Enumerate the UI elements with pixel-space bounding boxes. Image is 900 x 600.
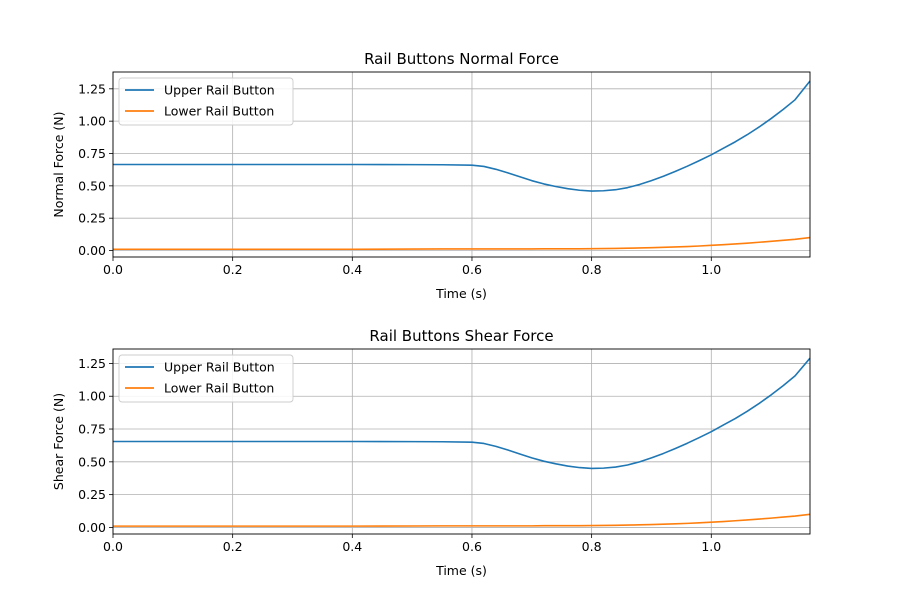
y-tick-label: 1.25: [78, 81, 106, 96]
chart-title: Rail Buttons Shear Force: [369, 327, 553, 345]
x-tick-label: 0.4: [342, 539, 362, 554]
x-tick-label: 0.2: [223, 539, 243, 554]
x-tick-label: 1.0: [701, 539, 721, 554]
legend: Upper Rail Button Lower Rail Button: [118, 77, 294, 126]
chart-title: Rail Buttons Normal Force: [364, 50, 559, 68]
x-tick-label: 0.2: [223, 262, 243, 277]
series-line-1: [113, 513, 811, 527]
y-tick-label: 0.25: [78, 211, 106, 226]
x-tick-label: 0.6: [462, 262, 482, 277]
y-tick-label: 0.75: [78, 422, 106, 437]
legend-box: [118, 354, 294, 403]
y-tick-label: 0.25: [78, 487, 106, 502]
y-tick-label: 0.00: [78, 520, 106, 535]
x-tick-label: 0.0: [103, 539, 123, 554]
chart-panel-1: 0.0 0.2 0.4 0.6 0.8 1.0 0.00 0.25 0.50 0.75 1.00 1.…: [51, 327, 811, 578]
x-axis-label: Time (s): [435, 286, 487, 301]
x-tick-label: 0.4: [342, 262, 362, 277]
legend-label-1: Lower Rail Button: [164, 104, 274, 119]
legend-label-0: Upper Rail Button: [164, 83, 275, 98]
axes-frame: [112, 71, 811, 258]
x-tick-label: 0.8: [582, 262, 602, 277]
y-tick-label: 1.00: [78, 114, 106, 129]
series-line-1: [113, 236, 811, 251]
series-line-0: [113, 80, 811, 192]
legend-label-1: Lower Rail Button: [164, 381, 274, 396]
x-tick-label: 0.6: [462, 539, 482, 554]
y-tick-label: 1.00: [78, 389, 106, 404]
y-tick-label: 1.25: [78, 356, 106, 371]
x-axis-label: Time (s): [435, 563, 487, 578]
y-tick-label: 0.50: [78, 178, 106, 193]
x-tick-label: 0.0: [103, 262, 123, 277]
axes-frame: [112, 348, 811, 535]
legend: Upper Rail Button Lower Rail Button: [118, 354, 294, 403]
y-axis-label: Normal Force (N): [51, 111, 66, 217]
y-tick-label: 0.00: [78, 243, 106, 258]
y-tick-label: 0.75: [78, 146, 106, 161]
x-tick-label: 1.0: [701, 262, 721, 277]
series-line-0: [113, 357, 811, 470]
legend-label-0: Upper Rail Button: [164, 360, 275, 375]
legend-box: [118, 77, 294, 126]
chart-panel-0: 0.0 0.2 0.4 0.6 0.8 1.0 0.00 0.25 0.50 0.75 1.00 1.…: [51, 50, 811, 301]
y-axis-label: Shear Force (N): [51, 393, 66, 490]
x-tick-label: 0.8: [582, 539, 602, 554]
y-tick-label: 0.50: [78, 454, 106, 469]
